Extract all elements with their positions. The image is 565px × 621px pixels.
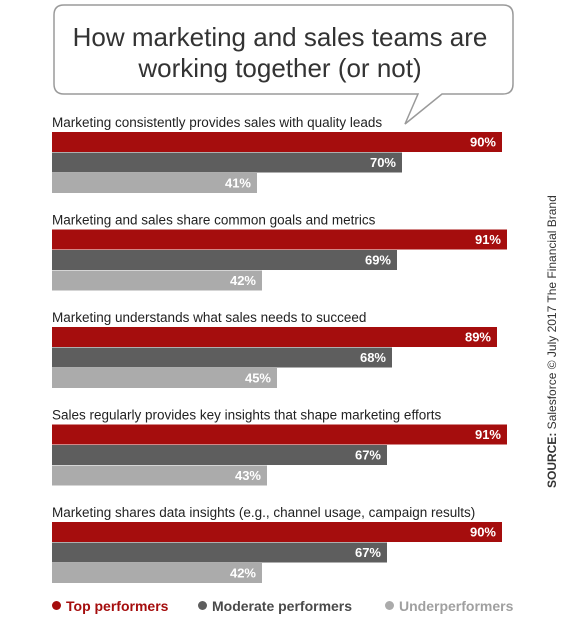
speech-bubble [53,4,514,125]
category-label: Marketing shares data insights (e.g., ch… [52,505,475,520]
chart-title-line-1: How marketing and sales teams are [72,22,488,52]
bar [52,445,387,465]
bar-value-label: 70% [370,155,396,170]
bar-value-label: 90% [470,525,496,540]
bar [52,229,507,250]
bar [52,522,502,542]
bar-value-label: 91% [475,427,501,442]
legend-label-moderate: Moderate performers [212,598,353,614]
category-label: Marketing consistently provides sales wi… [52,115,382,130]
bar [52,173,257,193]
legend-label-top: Top performers [66,598,169,614]
category-label: Marketing and sales share common goals a… [52,213,376,228]
bar [52,347,392,368]
bar-value-label: 91% [475,232,501,247]
category-label: Marketing understands what sales needs t… [52,310,366,325]
source-note: SOURCE: Salesforce © July 2017 The Finan… [545,195,559,488]
legend-item-moderate-performers: Moderate performers [198,598,352,614]
chart-title-line-2: working together (or not) [138,53,422,83]
legend-item-top-performers: Top performers [52,598,168,614]
bar [52,465,267,486]
bar-value-label: 45% [245,371,271,386]
bar [52,542,387,563]
legend-item-underperformers: Underperformers [385,598,513,614]
source-text: Salesforce © July 2017 The Financial Bra… [545,195,559,430]
legend-label-under: Underperformers [399,598,514,614]
bar [52,132,502,152]
bar [52,563,262,583]
bar-value-label: 89% [465,330,491,345]
chart-title: How marketing and sales teams are workin… [60,22,500,84]
bar-value-label: 67% [355,545,381,560]
legend-swatch-moderate [198,601,207,610]
bar-value-label: 42% [230,273,256,288]
bar [52,152,402,173]
bar [52,424,507,445]
bar [52,368,277,388]
bar-value-label: 68% [360,350,386,365]
bar-value-label: 67% [355,448,381,463]
bar-value-label: 42% [230,566,256,581]
bar [52,250,397,270]
bar-value-label: 69% [365,253,391,268]
legend-swatch-under [385,601,394,610]
source-label: SOURCE: [545,432,559,488]
category-label: Sales regularly provides key insights th… [52,408,441,423]
bar [52,327,497,347]
bar-value-label: 43% [235,468,261,483]
bar-value-label: 41% [225,176,251,191]
bar-value-label: 90% [470,135,496,150]
legend-swatch-top [52,601,61,610]
bar [52,270,262,291]
